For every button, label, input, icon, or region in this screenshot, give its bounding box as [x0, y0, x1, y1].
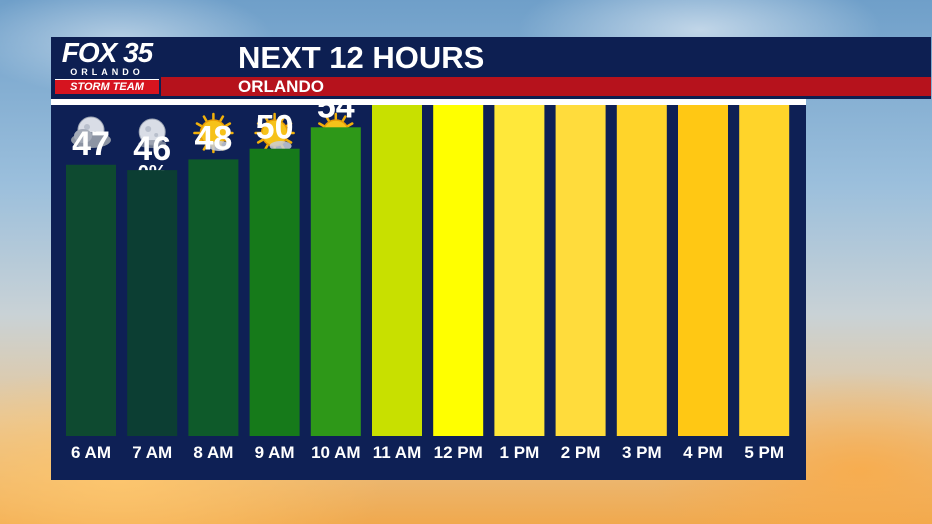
sun-icon	[193, 112, 234, 154]
page-title: NEXT 12 HOURS	[238, 40, 485, 75]
temperature-bar	[188, 159, 239, 436]
temperature-bar	[555, 105, 606, 436]
temperature-bar	[739, 105, 790, 437]
temperature-bar	[127, 170, 178, 436]
divider	[51, 99, 806, 105]
temperature-value: 54	[317, 105, 355, 125]
temperature-bar	[616, 105, 667, 437]
logo-brand: FOX 35	[61, 37, 153, 68]
temperature-bar	[249, 148, 300, 436]
temperature-value: 46	[133, 130, 171, 168]
hour-label: 8 AM	[193, 443, 233, 462]
temperature-bar	[433, 105, 484, 436]
temperature-bar	[678, 105, 728, 436]
location-bar	[161, 77, 931, 96]
temperature-value: 47	[72, 125, 110, 163]
location-title: ORLANDO	[238, 77, 324, 96]
hour-label: 2 PM	[561, 443, 601, 462]
temperature-bar	[494, 105, 545, 437]
temperature-value: 48	[194, 119, 232, 157]
hour-label: 7 AM	[132, 443, 172, 462]
moon-icon	[138, 118, 167, 148]
hour-label: 1 PM	[500, 443, 540, 462]
logo-team: STORM TEAM	[55, 79, 159, 94]
station-logo: FOX 35 ORLANDO STORM TEAM	[53, 39, 161, 97]
hour-label: 5 PM	[744, 443, 784, 462]
hour-label: 9 AM	[255, 443, 295, 462]
cloudy-moon-icon	[71, 116, 111, 148]
hour-label: 12 PM	[434, 443, 483, 462]
hour-label: 6 AM	[71, 443, 111, 462]
temperature-bar	[372, 105, 422, 437]
hour-label: 11 AM	[373, 443, 422, 462]
temperature-bar	[66, 164, 116, 436]
temperature-value: 50	[256, 109, 294, 147]
logo-city: ORLANDO	[70, 67, 144, 77]
hour-label: 3 PM	[622, 443, 662, 462]
hour-label: 10 AM	[311, 443, 360, 462]
hour-label: 4 PM	[683, 443, 723, 462]
sun-icon	[254, 112, 295, 154]
temperature-bar	[310, 127, 361, 437]
